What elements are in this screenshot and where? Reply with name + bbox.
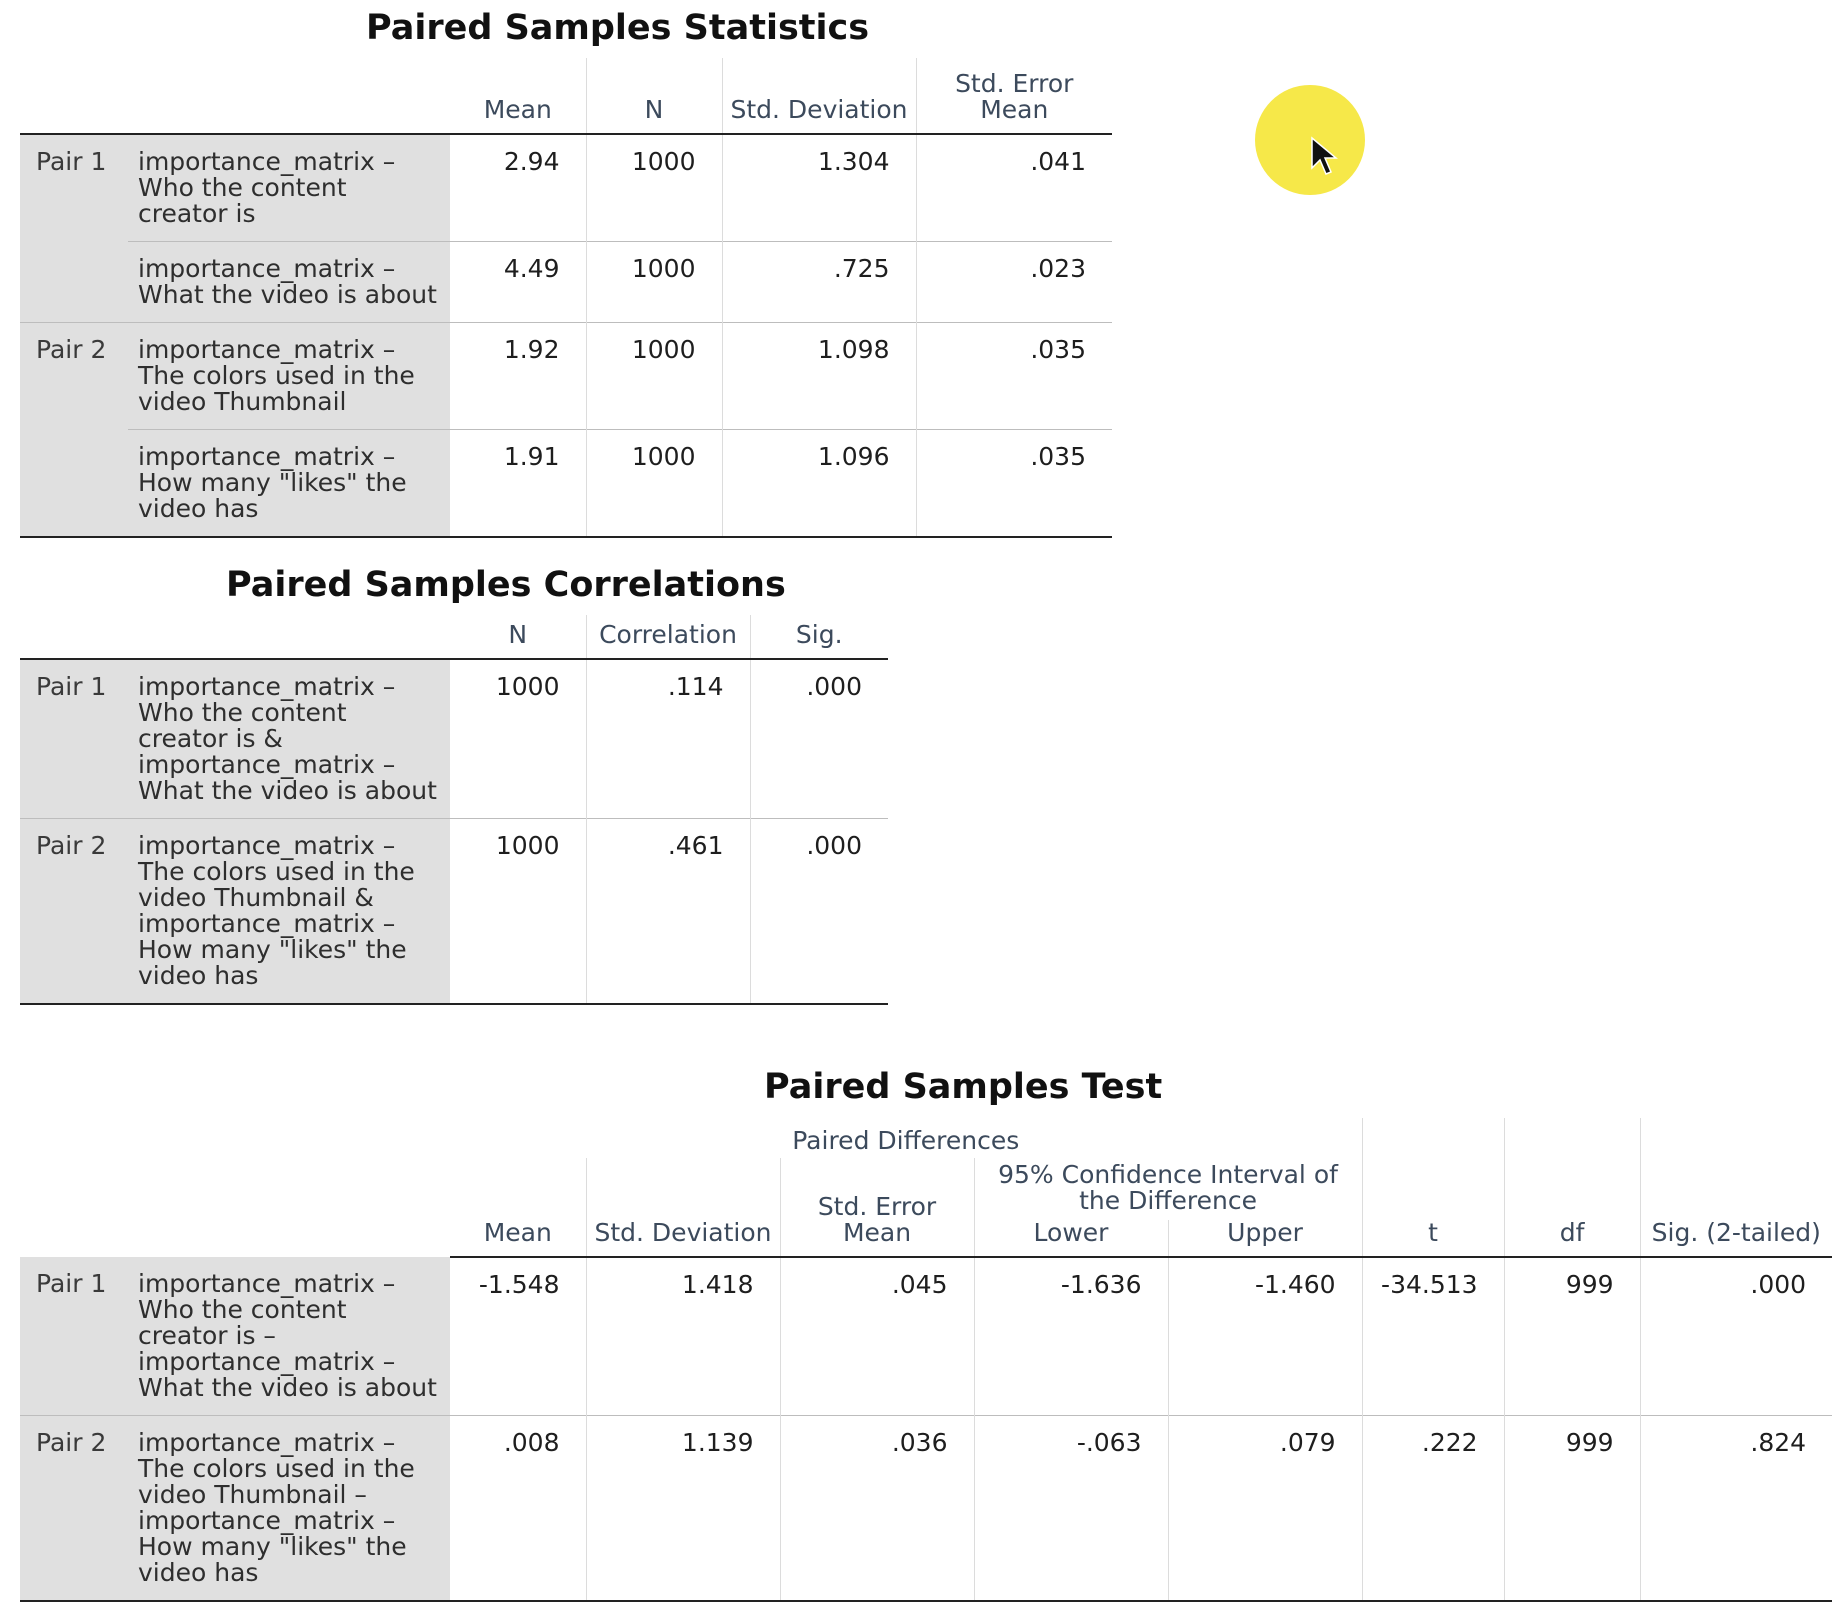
corr-title: Paired Samples Correlations [226,565,786,605]
header-empty [128,1118,450,1257]
paired-samples-correlations-table: N Correlation Sig. Pair 1 importance_mat… [20,615,888,1005]
test-title: Paired Samples Test [764,1067,1163,1107]
cell-mean: 1.92 [450,322,586,430]
cell-df: 999 [1503,1415,1641,1602]
variable-label: importance_matrix – How many "likes" the… [128,429,450,538]
col-header-correlation: Correlation [585,615,750,660]
pair-label: Pair 1 [20,134,128,242]
table-row: Pair 2 importance_matrix – The colors us… [20,818,888,1005]
col-header-mean: Mean [450,58,586,135]
col-header-sig: Sig. [749,615,888,660]
cursor-highlight [1255,85,1365,195]
col-group-confidence-interval: 95% Confidence Interval of the Differenc… [973,1158,1363,1220]
table-row: Pair 1 importance_matrix – Who the conte… [20,134,1112,242]
cell-sig: .000 [749,659,888,819]
col-header-n: N [585,58,722,135]
cell-std-deviation: .725 [721,241,916,323]
test-table-wrap: Paired Differences t df Sig. (2-tailed) … [20,1118,1833,1602]
cell-std-error-mean: .036 [779,1415,974,1602]
cell-sig: .000 [749,818,888,1005]
cell-std-deviation: 1.304 [721,134,916,242]
cell-std-error-mean: .035 [915,322,1112,430]
cell-std-error-mean: .041 [915,134,1112,242]
stats-table-wrap: Mean N Std. Deviation Std. Error Mean Pa… [20,58,1112,538]
cell-std-deviation: 1.139 [585,1415,780,1602]
variable-label: importance_matrix – Who the content crea… [128,659,450,819]
cell-mean: 2.94 [503,147,560,176]
cell-std-deviation: 1.098 [721,322,916,430]
col-header-std-deviation: Std. Deviation [585,1158,780,1258]
cell-n: 1000 [585,134,722,242]
pair-label: Pair 1 [20,1257,128,1416]
variable-label: importance_matrix – The colors used in t… [128,818,450,1005]
variable-label: importance_matrix – Who the content crea… [128,134,450,242]
header-empty [20,615,128,660]
cell-n: 1000 [585,429,722,538]
cell-upper: .079 [1167,1415,1363,1602]
cell-std-error-mean: .045 [779,1257,974,1416]
table-row: importance_matrix – What the video is ab… [20,241,1112,323]
col-header-std-deviation: Std. Deviation [721,58,916,135]
col-group-paired-differences: Paired Differences [792,1126,1020,1155]
table-row: Pair 1 importance_matrix – Who the conte… [20,1257,1833,1416]
col-header-std-error-mean: Std. Error Mean [915,58,1112,135]
cell-mean: -1.548 [478,1270,560,1299]
cell-lower: -1.636 [973,1257,1168,1416]
mouse-pointer-icon [1311,136,1338,175]
cell-std-error-mean: .035 [915,429,1112,538]
cell-upper: -1.460 [1167,1257,1363,1416]
cell-correlation: .114 [585,659,750,819]
col-header-lower: Lower [973,1220,1168,1258]
paired-samples-statistics-table: Mean N Std. Deviation Std. Error Mean Pa… [20,58,1112,538]
col-header-sig-2-tailed: Sig. (2-tailed) [1639,1118,1833,1258]
cell-sig: .824 [1639,1415,1833,1602]
pair-label [20,241,128,323]
variable-label: importance_matrix – The colors used in t… [128,322,450,430]
cell-std-deviation: 1.096 [721,429,916,538]
pair-label: Pair 2 [20,1415,128,1602]
col-header-t: t [1361,1118,1505,1258]
header-empty [128,615,450,660]
cell-df: 999 [1503,1257,1641,1416]
col-header-n: N [450,615,586,660]
table-row: Pair 2 importance_matrix – The colors us… [20,322,1112,430]
pair-label: Pair 2 [20,322,128,430]
cell-mean: 4.49 [450,241,586,323]
col-header-std-error-mean: Std. Error Mean [779,1158,974,1258]
variable-label: importance_matrix – Who the content crea… [128,1257,450,1416]
cell-std-error-mean: .023 [915,241,1112,323]
col-header-df: df [1503,1118,1641,1258]
corr-table-wrap: N Correlation Sig. Pair 1 importance_mat… [20,615,888,1005]
cell-correlation: .461 [585,818,750,1005]
table-row: Pair 1 importance_matrix – Who the conte… [20,659,888,819]
header-empty [20,58,128,135]
paired-samples-test-table: Paired Differences t df Sig. (2-tailed) … [20,1118,1833,1602]
col-header-upper: Upper [1167,1220,1363,1258]
pair-label [20,429,128,538]
cell-lower: -.063 [973,1415,1168,1602]
cell-sig: .000 [1639,1257,1833,1416]
cell-mean: .008 [450,1415,586,1602]
cell-std-deviation: 1.418 [585,1257,780,1416]
cell-n: 1000 [495,672,560,701]
variable-label: importance_matrix – The colors used in t… [128,1415,450,1602]
cell-n: 1000 [585,322,722,430]
cell-mean: 1.91 [450,429,586,538]
variable-label: importance_matrix – What the video is ab… [128,241,450,323]
cell-n: 1000 [450,818,586,1005]
pair-label: Pair 2 [20,818,128,1005]
table-row: Pair 2 importance_matrix – The colors us… [20,1415,1833,1602]
cell-n: 1000 [585,241,722,323]
cell-t: .222 [1361,1415,1505,1602]
col-header-mean: Mean [450,1158,586,1258]
header-empty [128,58,450,135]
header-empty [20,1118,128,1257]
pair-label: Pair 1 [20,659,128,819]
stats-title: Paired Samples Statistics [366,8,870,48]
table-row: importance_matrix – How many "likes" the… [20,429,1112,538]
cell-t: -34.513 [1361,1257,1505,1416]
